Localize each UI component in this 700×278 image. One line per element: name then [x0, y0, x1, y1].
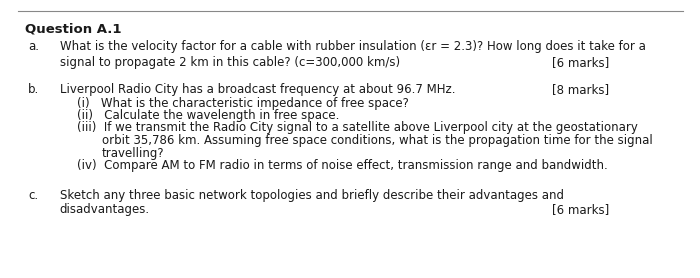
Text: (ii)   Calculate the wavelength in free space.: (ii) Calculate the wavelength in free sp… [77, 109, 340, 122]
Text: [8 marks]: [8 marks] [552, 83, 609, 96]
Text: What is the velocity factor for a cable with rubber insulation (εr = 2.3)? How l: What is the velocity factor for a cable … [60, 40, 645, 53]
Text: Question A.1: Question A.1 [25, 22, 121, 35]
Text: Liverpool Radio City has a broadcast frequency at about 96.7 MHz.: Liverpool Radio City has a broadcast fre… [60, 83, 455, 96]
Text: travelling?: travelling? [102, 147, 164, 160]
Text: Sketch any three basic network topologies and briefly describe their advantages : Sketch any three basic network topologie… [60, 189, 564, 202]
Text: orbit 35,786 km. Assuming free space conditions, what is the propagation time fo: orbit 35,786 km. Assuming free space con… [102, 134, 652, 147]
Text: (iv)  Compare AM to FM radio in terms of noise effect, transmission range and ba: (iv) Compare AM to FM radio in terms of … [77, 159, 608, 172]
Text: a.: a. [28, 40, 39, 53]
Text: disadvantages.: disadvantages. [60, 203, 150, 217]
Text: [6 marks]: [6 marks] [552, 56, 609, 69]
Text: signal to propagate 2 km in this cable? (c=300,000 km/s): signal to propagate 2 km in this cable? … [60, 56, 400, 69]
Text: (iii)  If we transmit the Radio City signal to a satellite above Liverpool city : (iii) If we transmit the Radio City sign… [77, 121, 638, 135]
Text: b.: b. [28, 83, 39, 96]
Text: [6 marks]: [6 marks] [552, 203, 609, 217]
Text: c.: c. [28, 189, 38, 202]
Text: (i)   What is the characteristic impedance of free space?: (i) What is the characteristic impedance… [77, 97, 409, 110]
